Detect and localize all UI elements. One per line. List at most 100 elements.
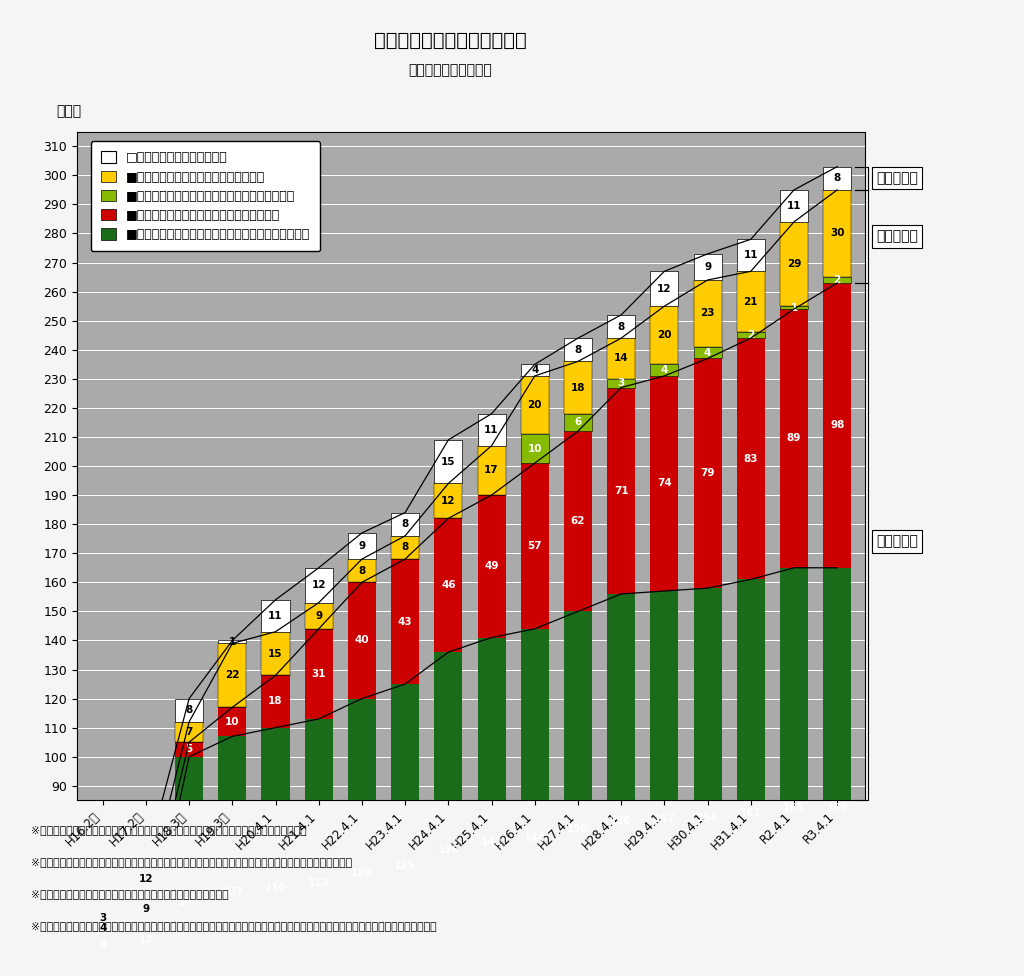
Bar (132, 862, 160, 896)
Text: 49: 49 (484, 561, 499, 571)
Bar (607, 338, 635, 379)
Text: 100: 100 (178, 897, 200, 907)
Bar (521, 464, 549, 629)
Bar (348, 559, 376, 583)
Text: 実　施　中: 実 施 中 (876, 229, 918, 243)
Bar (823, 568, 851, 976)
Text: ※　阪神・淡路大震災、東日本大震災及び熊本地震による被災マンションの建替え（計１１４件）は含まない: ※ 阪神・淡路大震災、東日本大震災及び熊本地震による被災マンションの建替え（計１… (31, 857, 352, 867)
Text: 4: 4 (531, 365, 539, 375)
Text: 141: 141 (480, 837, 503, 847)
Text: 31: 31 (311, 669, 326, 679)
Bar (391, 559, 419, 684)
Text: 9: 9 (315, 611, 323, 621)
Text: 8: 8 (401, 543, 409, 552)
Text: 6: 6 (574, 418, 582, 427)
Bar (89, 922, 117, 934)
Text: 89: 89 (786, 433, 801, 443)
Bar (305, 629, 333, 719)
Text: 20: 20 (527, 400, 542, 410)
Text: 107: 107 (221, 887, 244, 897)
Text: ※　上記の他、マンション敷地売却事業に基づく買受計画の認定を受けたものは１４件、うちマンションの除却に至ったものは３件ある。: ※ 上記の他、マンション敷地売却事業に基づく買受計画の認定を受けたものは１４件、… (31, 921, 436, 931)
Text: 9: 9 (142, 905, 150, 915)
Text: ※　過去年度の実績は今回の調査により新たに判明した件数も含む: ※ 過去年度の実績は今回の調査により新たに判明した件数も含む (31, 889, 228, 899)
Bar (261, 675, 290, 728)
Text: 18: 18 (268, 697, 283, 707)
Bar (564, 431, 592, 611)
Text: 4: 4 (99, 923, 106, 933)
Text: 4: 4 (660, 365, 668, 375)
Text: 7: 7 (185, 727, 193, 737)
Bar (823, 277, 851, 283)
Bar (780, 306, 808, 309)
Text: 17: 17 (484, 466, 499, 475)
Bar (564, 361, 592, 414)
Text: 136: 136 (437, 845, 459, 855)
Bar (564, 338, 592, 361)
Text: 8: 8 (574, 345, 582, 354)
Text: 20: 20 (657, 330, 672, 341)
Text: 11: 11 (786, 201, 801, 211)
Text: 125: 125 (394, 861, 416, 871)
Text: 15: 15 (441, 457, 456, 467)
Text: 1: 1 (791, 303, 798, 312)
Text: 11: 11 (268, 611, 283, 621)
Text: 2: 2 (748, 330, 755, 341)
Bar (564, 611, 592, 976)
Bar (650, 591, 679, 976)
Bar (175, 722, 203, 742)
Text: 40: 40 (354, 635, 370, 645)
Bar (780, 309, 808, 568)
Bar (132, 957, 160, 976)
Text: 令和３年４月１日現在: 令和３年４月１日現在 (409, 63, 493, 77)
Text: 29: 29 (786, 259, 801, 269)
Bar (261, 599, 290, 631)
Bar (650, 271, 679, 306)
Bar (521, 376, 549, 434)
Bar (89, 957, 117, 976)
Bar (89, 914, 117, 922)
Bar (521, 629, 549, 976)
Bar (736, 271, 765, 332)
Text: 74: 74 (657, 478, 672, 488)
Text: 8: 8 (401, 519, 409, 529)
Bar (348, 533, 376, 559)
Text: 10: 10 (527, 444, 542, 454)
Text: 9: 9 (705, 262, 711, 272)
Bar (391, 512, 419, 536)
Bar (477, 446, 506, 495)
Text: 158: 158 (696, 813, 719, 823)
Bar (175, 699, 203, 722)
Bar (736, 239, 765, 271)
Bar (218, 643, 247, 708)
Bar (823, 167, 851, 190)
Text: 工事完了済: 工事完了済 (876, 535, 918, 549)
Text: 165: 165 (783, 802, 805, 813)
Bar (521, 434, 549, 464)
Bar (434, 483, 463, 518)
Text: 11: 11 (484, 425, 499, 434)
Bar (780, 568, 808, 976)
Bar (564, 414, 592, 431)
Text: 150: 150 (567, 825, 589, 834)
Bar (218, 640, 247, 643)
Bar (693, 346, 722, 358)
Text: 実施準備中: 実施準備中 (876, 171, 918, 185)
Bar (348, 699, 376, 976)
Text: 12: 12 (138, 874, 154, 884)
Text: 12: 12 (441, 496, 456, 506)
Bar (305, 602, 333, 629)
Text: 22: 22 (225, 671, 240, 680)
Text: 23: 23 (700, 308, 715, 318)
Bar (607, 379, 635, 387)
Text: 12: 12 (311, 580, 326, 590)
Text: 3: 3 (99, 913, 106, 923)
Bar (261, 631, 290, 675)
Bar (434, 518, 463, 652)
Bar (348, 583, 376, 699)
Text: 165: 165 (826, 802, 848, 813)
Text: 144: 144 (523, 834, 546, 843)
Bar (89, 934, 117, 957)
Text: 3: 3 (617, 378, 625, 388)
Text: 113: 113 (308, 878, 330, 888)
Bar (823, 283, 851, 568)
